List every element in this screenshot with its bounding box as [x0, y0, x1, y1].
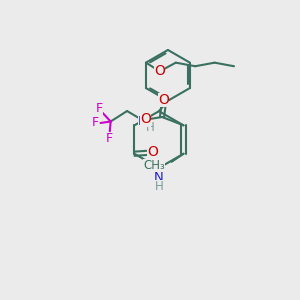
Text: H: H: [154, 180, 163, 193]
Text: O: O: [140, 112, 151, 126]
Text: O: O: [158, 93, 169, 107]
Text: N: N: [138, 115, 148, 128]
Text: F: F: [106, 132, 113, 145]
Text: H: H: [146, 121, 154, 134]
Text: O: O: [148, 145, 158, 159]
Text: CH₃: CH₃: [143, 159, 165, 172]
Text: N: N: [154, 171, 164, 184]
Text: F: F: [96, 101, 103, 115]
Text: F: F: [92, 116, 99, 130]
Text: O: O: [154, 64, 165, 78]
